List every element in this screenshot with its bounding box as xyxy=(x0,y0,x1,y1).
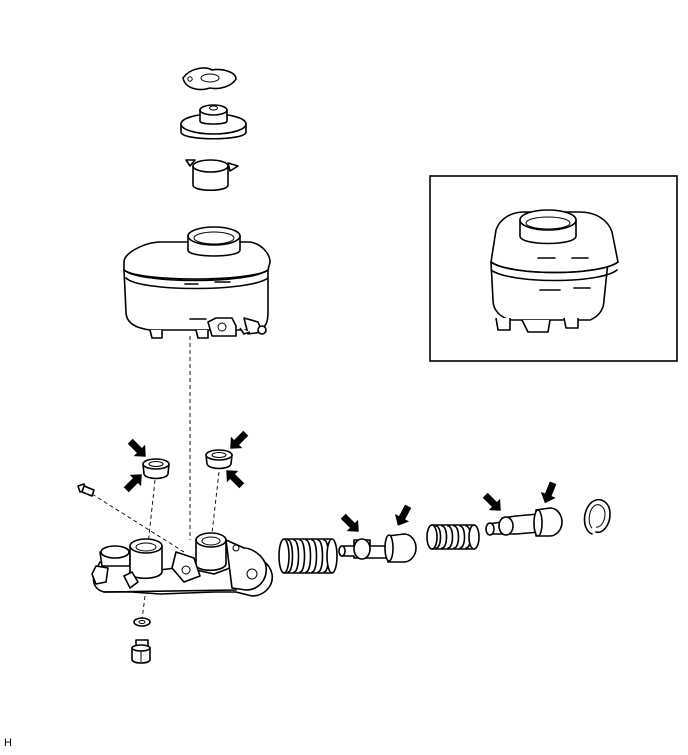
stopper-bolt xyxy=(131,639,151,664)
figure-code: H xyxy=(4,737,12,749)
reservoir-cap xyxy=(180,104,247,140)
arrow-3 xyxy=(230,430,249,449)
reservoir-strainer xyxy=(185,159,239,192)
arrow-7 xyxy=(482,492,501,511)
guide-lines xyxy=(91,336,220,621)
inset-reservoir xyxy=(490,209,619,333)
arrow-1 xyxy=(127,438,146,457)
arrow-4 xyxy=(226,470,245,489)
arrow-2 xyxy=(123,474,142,493)
primary-piston xyxy=(485,507,563,537)
arrow-markers xyxy=(123,430,557,532)
piston-spring-2 xyxy=(426,524,480,550)
arrow-8 xyxy=(540,481,557,504)
arrow-6 xyxy=(394,504,412,526)
secondary-piston xyxy=(338,533,417,563)
snap-ring xyxy=(583,498,611,535)
arrow-5 xyxy=(340,513,359,532)
set-screw xyxy=(77,483,95,497)
master-cylinder-body xyxy=(91,532,274,597)
reservoir-tank xyxy=(123,226,271,339)
grommet-right xyxy=(205,449,233,470)
piston-spring-1 xyxy=(278,538,338,574)
stopper-washer xyxy=(133,617,151,627)
cap-gasket xyxy=(182,67,237,91)
grommet-left xyxy=(142,458,170,480)
